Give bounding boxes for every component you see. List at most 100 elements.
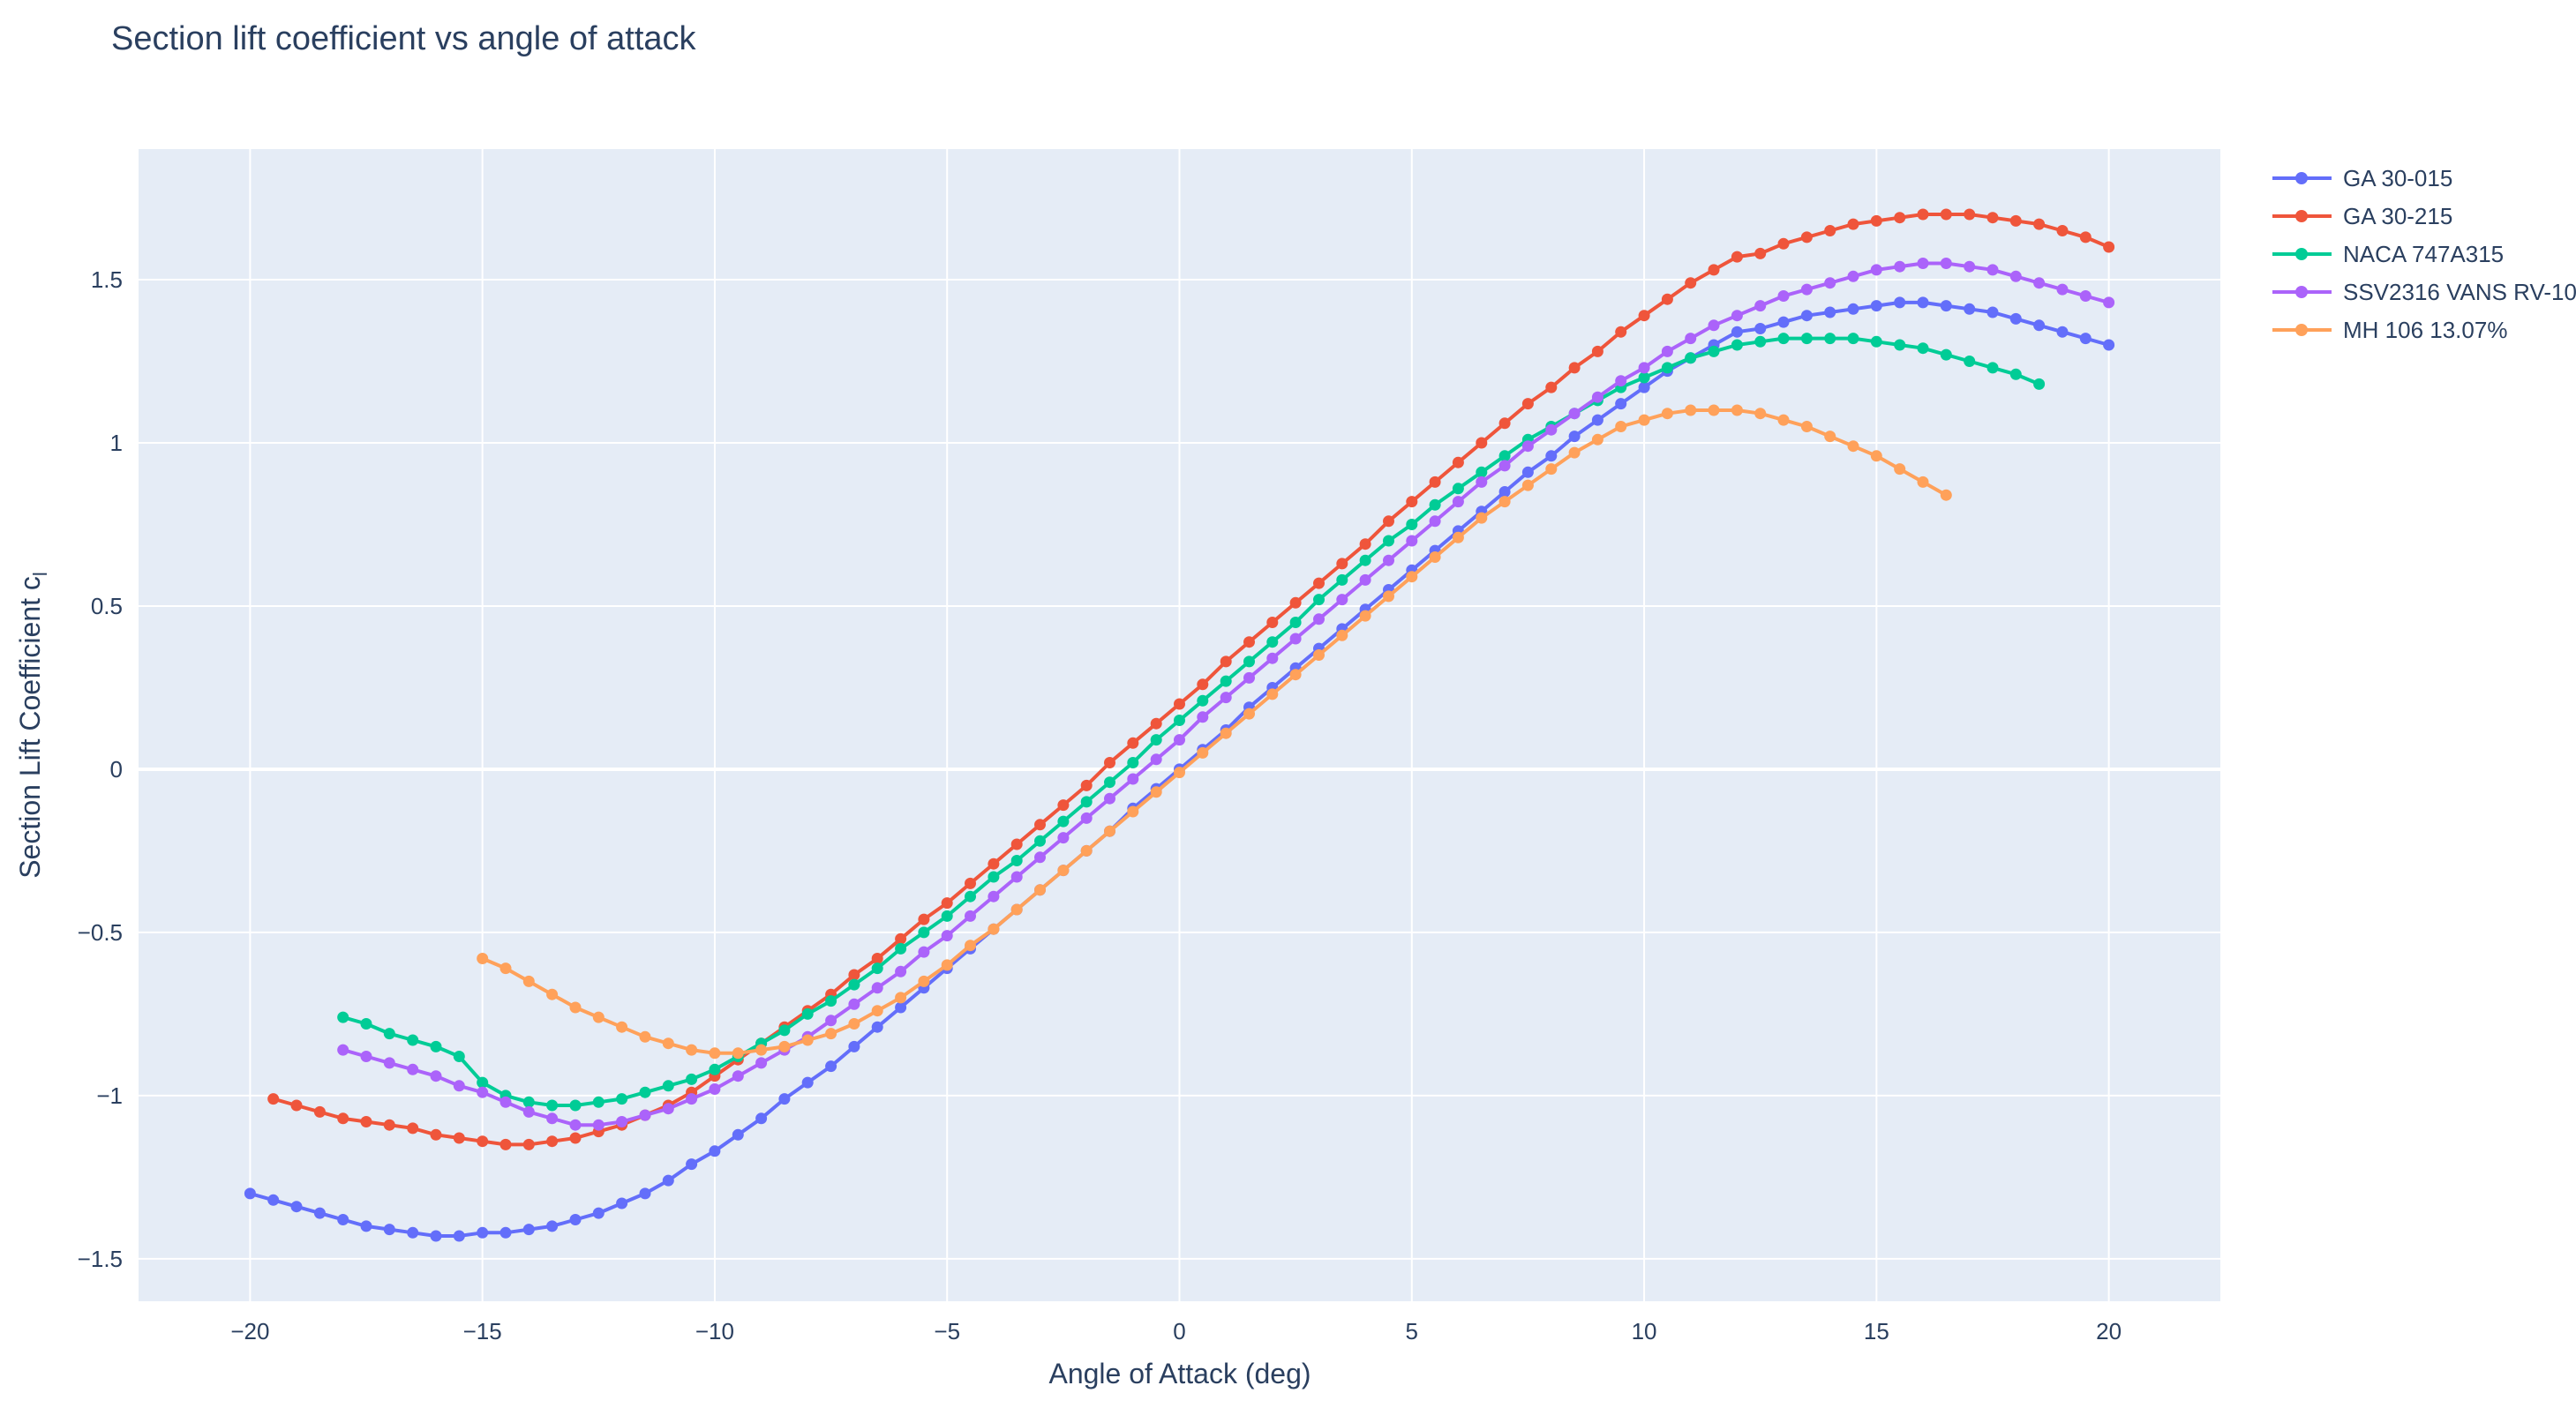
data-point [848,969,860,981]
data-point [1824,333,1836,345]
data-point [825,1028,837,1040]
data-point [1800,283,1813,296]
data-point [1034,835,1046,847]
legend-item-naca-747a315[interactable]: NACA 747A315 [2272,241,2504,267]
data-point [1964,208,1976,221]
data-point [1917,342,1929,355]
data-point [1847,303,1859,315]
data-point [1266,652,1279,664]
data-point [1685,277,1697,289]
legend-marker-swatch [2295,210,2308,222]
y-tick-label: 0 [110,756,123,783]
data-point [453,1230,465,1242]
data-point [1174,715,1185,726]
data-point [1034,884,1046,896]
data-point [1824,277,1836,289]
data-point [2009,270,2022,282]
data-point [1452,531,1464,543]
data-point [453,1132,465,1144]
data-point [1708,404,1720,416]
data-point [1010,838,1023,850]
data-point [1127,757,1139,768]
data-point [1917,258,1929,269]
data-point [2009,312,2022,325]
data-point [546,1220,559,1232]
legend-item-ssv2316-vans-rv-10[interactable]: SSV2316 VANS RV-10 [2272,279,2576,305]
legend-item-ga-30-215[interactable]: GA 30-215 [2272,203,2452,229]
series-naca-747a315 [337,333,2046,1112]
data-point [988,923,1000,935]
data-point [1104,757,1115,768]
data-point [918,926,930,939]
data-point [1476,437,1488,449]
data-point [918,975,930,987]
data-point [1521,398,1534,410]
data-point [2103,241,2115,253]
data-point [1150,753,1162,766]
data-point [1383,535,1394,547]
legend-label: GA 30-215 [2343,203,2452,229]
data-point [477,1076,489,1089]
data-point [1800,421,1813,432]
data-point [2079,333,2092,345]
data-point [592,1096,605,1108]
data-point [848,978,860,991]
data-point [1615,326,1627,338]
data-point [290,1201,303,1213]
data-point [430,1128,442,1141]
data-point [1476,476,1488,488]
data-point [965,910,976,922]
data-point [407,1063,419,1075]
data-point [383,1224,395,1236]
data-point [569,1214,582,1225]
data-point [895,992,907,1004]
data-point [499,1138,512,1150]
data-point [1661,362,1673,374]
data-point [1057,799,1070,812]
data-point [1266,617,1279,628]
data-point [2056,283,2069,296]
data-point [1034,819,1046,831]
data-point [801,1034,814,1046]
data-point [755,1057,768,1069]
x-tick-label: −10 [695,1318,734,1344]
data-point [1777,333,1790,345]
data-point [1243,708,1255,720]
data-point [662,1080,674,1092]
legend-item-ga-30-015[interactable]: GA 30-015 [2272,165,2452,191]
data-point [1383,515,1394,528]
legend-label: MH 106 13.07% [2343,317,2507,343]
data-point [686,1044,698,1056]
data-point [1220,655,1232,668]
data-point [592,1119,605,1131]
legend-item-mh-106-13-07[interactable]: MH 106 13.07% [2272,317,2507,343]
data-point [337,1214,349,1225]
y-tick-label: 1.5 [91,266,123,293]
data-point [1429,476,1441,488]
data-point [1940,208,1952,221]
data-point [2079,231,2092,243]
data-point [1266,688,1279,700]
data-point [1870,214,1882,227]
data-point [1174,734,1185,746]
data-point [965,890,976,902]
data-point [941,959,953,971]
data-point [1336,629,1348,641]
data-point [1313,594,1325,606]
data-point [2079,290,2092,302]
data-point [1638,371,1650,384]
data-point [1568,408,1581,420]
data-point [639,1187,651,1200]
data-point [383,1028,395,1040]
data-point [1080,812,1093,824]
data-point [1800,333,1813,345]
legend[interactable]: GA 30-015 GA 30-215 NACA 747A315 SSV2316 VA… [2272,165,2576,343]
data-point [732,1047,744,1060]
data-point [337,1112,349,1125]
data-point [546,1135,559,1148]
data-point [1591,433,1603,446]
data-point [918,946,930,958]
data-point [801,1007,814,1020]
y-tick-label: 1 [110,430,123,456]
data-point [1220,692,1232,704]
